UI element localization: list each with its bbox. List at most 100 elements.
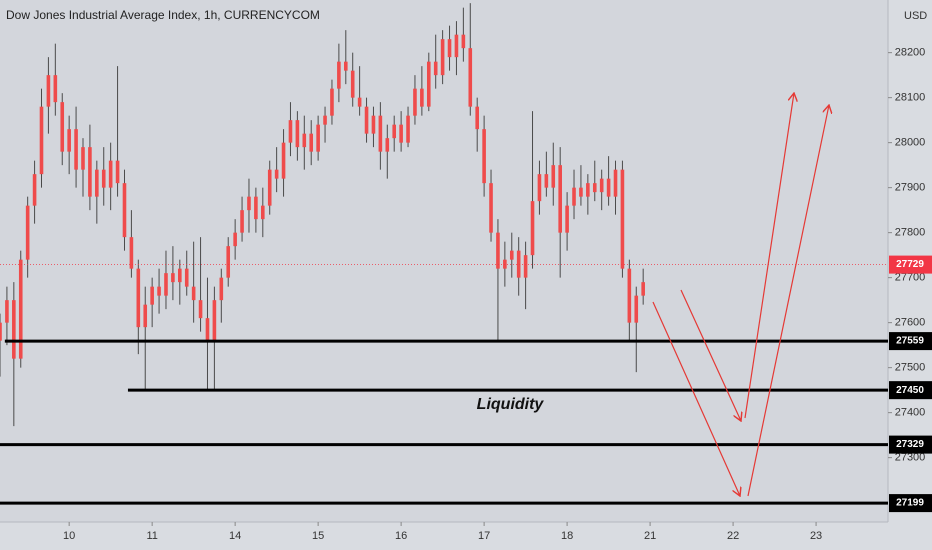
- candle-body: [323, 115, 327, 125]
- candle-body: [496, 232, 500, 269]
- y-tick-label: 27400: [895, 407, 926, 419]
- level-box: [889, 435, 932, 454]
- candle-body: [281, 142, 286, 179]
- candle-body: [599, 178, 604, 193]
- candle-body: [164, 273, 168, 296]
- candle-body: [392, 124, 397, 139]
- candle-body: [378, 115, 383, 152]
- candle-body: [46, 75, 51, 107]
- drawings: [652, 93, 829, 497]
- candle-body: [551, 165, 556, 188]
- candle-body: [143, 304, 148, 328]
- candle-body: [12, 300, 16, 359]
- candle-body: [18, 259, 23, 359]
- candle-body: [302, 133, 307, 148]
- candle-body: [157, 286, 161, 296]
- candle-body: [330, 88, 334, 116]
- candle-body: [592, 183, 597, 193]
- candle-body: [247, 196, 251, 211]
- candle-body: [178, 268, 182, 283]
- time-axis: [0, 522, 888, 550]
- candle-body: [81, 147, 85, 170]
- x-tick-label: 17: [478, 530, 490, 542]
- candle-body: [420, 88, 424, 107]
- candle-body: [129, 237, 134, 269]
- arrow: [744, 93, 794, 419]
- candle-body: [544, 174, 549, 188]
- x-tick-label: 11: [146, 530, 157, 542]
- plot-area: [0, 0, 888, 522]
- candle-body: [288, 120, 293, 143]
- candle-body: [447, 39, 452, 58]
- candle-body: [25, 205, 30, 260]
- annotation: Liquidity: [477, 396, 545, 413]
- y-tick-label: 28000: [895, 137, 926, 149]
- candle-body: [60, 102, 65, 152]
- last-price-box: [889, 255, 932, 274]
- candle-body: [240, 210, 244, 233]
- candle-body: [39, 106, 44, 175]
- candle-body: [579, 187, 583, 197]
- candle-body: [226, 246, 231, 278]
- candle-body: [523, 255, 528, 278]
- candle-body: [627, 268, 632, 323]
- marks: 27300 27400 27500 27600 27700 27800 27900 28000…: [0, 3, 932, 542]
- candle-body: [316, 124, 320, 152]
- candle-body: [516, 250, 521, 278]
- candle-body: [150, 286, 154, 305]
- candle-body: [53, 75, 58, 103]
- candle-body: [433, 61, 438, 76]
- x-tick-label: 21: [644, 530, 656, 542]
- y-tick-label: 28100: [895, 92, 926, 104]
- candle-body: [606, 178, 611, 197]
- candle-body: [357, 97, 362, 107]
- currency: USD: [904, 10, 927, 22]
- arrow: [652, 301, 740, 496]
- candle-body: [171, 273, 175, 283]
- chart-title: Dow Jones Industrial Average Index, 1h, …: [6, 8, 320, 22]
- candle-body: [565, 205, 569, 233]
- candle-body: [267, 169, 272, 206]
- candle-body: [337, 61, 341, 89]
- candle-body: [67, 129, 71, 152]
- candle-body: [198, 300, 203, 319]
- candle-body: [385, 138, 390, 152]
- level-box: [889, 381, 932, 400]
- x-tick-label: 23: [810, 530, 822, 542]
- candle-body: [489, 183, 493, 233]
- y-tick-label: 27500: [895, 362, 926, 374]
- arrow: [747, 105, 829, 497]
- x-tick-label: 15: [312, 530, 324, 542]
- candle-body: [0, 322, 2, 341]
- candle-body: [32, 174, 37, 206]
- candle-body: [426, 61, 431, 107]
- candle-body: [586, 183, 590, 197]
- candle-body: [454, 34, 459, 58]
- candle-body: [274, 169, 279, 179]
- x-tick-label: 14: [229, 530, 241, 542]
- candle-body: [343, 61, 348, 71]
- x-tick-label: 16: [395, 530, 407, 542]
- candle-body: [503, 259, 507, 269]
- x-tick-label: 22: [727, 530, 739, 542]
- candle-body: [115, 160, 120, 184]
- candle-body: [205, 318, 210, 341]
- candle-body: [371, 115, 376, 134]
- y-tick-label: 27300: [895, 452, 926, 464]
- candle-body: [537, 174, 542, 202]
- candle-body: [122, 183, 127, 238]
- candle-body: [530, 201, 535, 256]
- candle-body: [641, 282, 645, 296]
- level-box: [889, 494, 932, 513]
- level-label: 27199: [896, 498, 924, 509]
- candle-body: [406, 115, 410, 143]
- level-label: 27450: [896, 385, 924, 396]
- y-tick-label: 27900: [895, 182, 926, 194]
- candle-body: [468, 48, 473, 107]
- candle-body: [399, 124, 403, 143]
- candle-body: [413, 88, 417, 116]
- candle-body: [261, 205, 265, 220]
- candle-body: [482, 129, 486, 184]
- candle-body: [440, 39, 445, 76]
